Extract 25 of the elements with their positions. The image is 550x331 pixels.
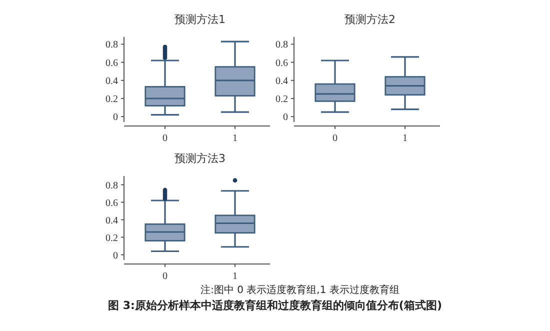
x-tick-label: 1 — [232, 133, 238, 144]
y-tick-label: 0 — [113, 250, 118, 262]
chart-title: 预测方法1 — [174, 13, 226, 26]
y-tick-label: 0.4 — [106, 76, 118, 87]
y-tick-label: 0.6 — [276, 58, 288, 69]
caption: 图 3:原始分析样本中适度教育组和过度教育组的倾向值分布(箱式图) — [108, 299, 442, 312]
x-tick-label: 0 — [162, 133, 168, 144]
x-tick-label: 1 — [232, 271, 238, 282]
y-tick-label: 0.8 — [106, 40, 118, 51]
x-tick-label: 1 — [402, 133, 408, 144]
text: 注:图中 0 表示适度教育组,1 表示过度教育组 — [200, 284, 400, 296]
y-tick-label: 0.8 — [106, 180, 118, 192]
y-tick-label: 0.2 — [276, 94, 288, 105]
y-tick-label: 0 — [283, 112, 288, 124]
y-tick-label: 0.6 — [106, 58, 118, 69]
y-tick-label: 0.2 — [106, 232, 118, 244]
y-tick-label: 0 — [113, 112, 118, 124]
y-tick-label: 0.6 — [106, 198, 118, 209]
y-tick-label: 0.2 — [106, 94, 118, 105]
y-tick-label: 0.8 — [276, 40, 288, 51]
y-tick-label: 0.4 — [106, 215, 118, 226]
chart-title: 预测方法3 — [174, 152, 226, 165]
chart-title: 预测方法2 — [344, 13, 396, 26]
x-tick-label: 0 — [332, 133, 338, 144]
y-tick-label: 0.4 — [276, 76, 288, 87]
